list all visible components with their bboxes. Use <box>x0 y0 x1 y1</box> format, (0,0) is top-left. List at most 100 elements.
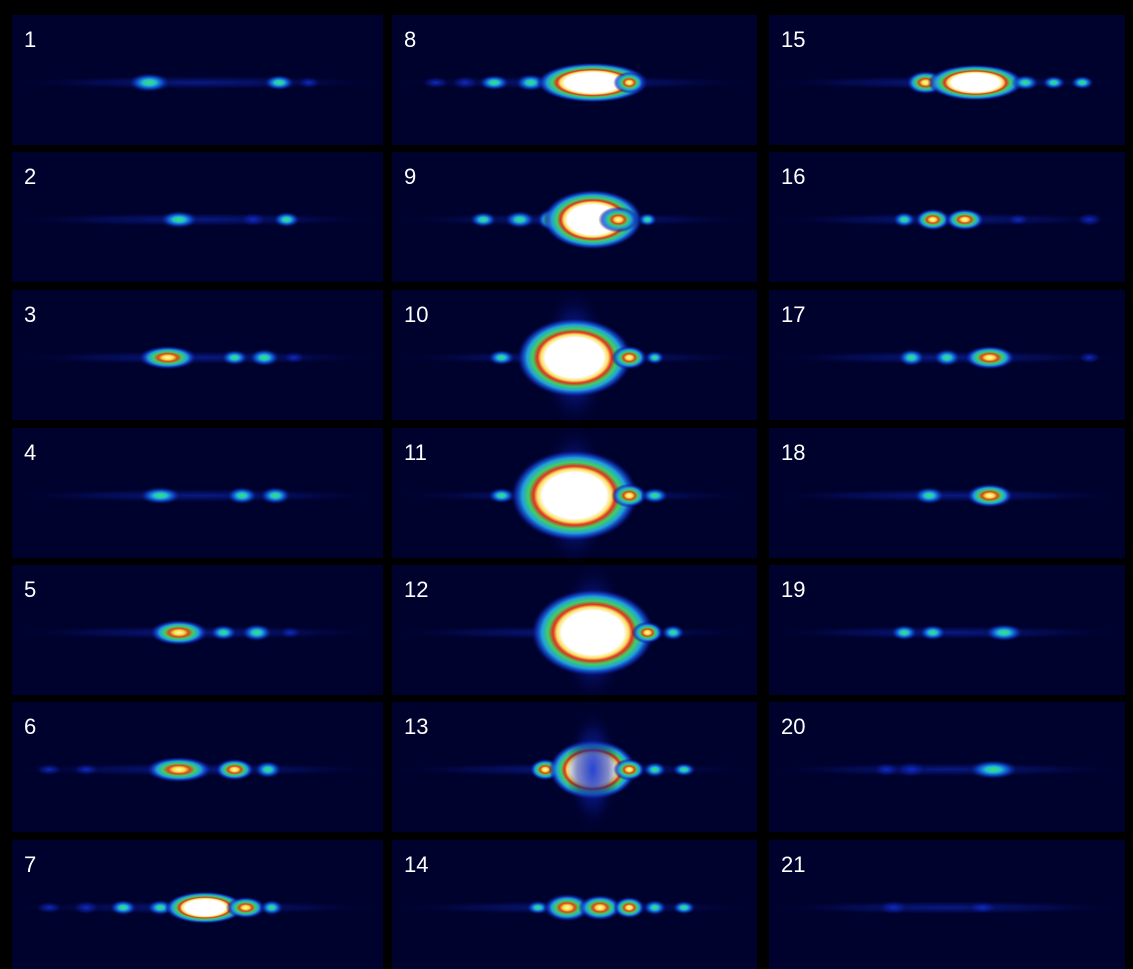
streak <box>769 488 1125 503</box>
signal-spot <box>542 189 643 250</box>
signal-spot <box>877 900 910 915</box>
signal-spot <box>35 901 64 914</box>
panel-label: 10 <box>404 302 428 327</box>
image-panel: 20 <box>769 702 1125 832</box>
signal-spot <box>72 763 101 776</box>
image-panel: 1 <box>12 15 383 145</box>
panel-label: 11 <box>404 440 427 465</box>
signal-spot <box>611 483 648 508</box>
image-panel: 18 <box>769 428 1125 558</box>
panel-label: 15 <box>781 27 805 52</box>
signal-spot <box>1075 212 1104 227</box>
panel-label: 12 <box>404 577 428 602</box>
signal-spot <box>530 588 655 677</box>
signal-spot <box>144 756 213 783</box>
streak <box>769 900 1125 915</box>
panel-label: 19 <box>781 577 805 602</box>
signal-spot <box>578 894 623 921</box>
signal-spot <box>644 350 665 365</box>
panel-label: 9 <box>404 164 416 189</box>
signal-spot <box>109 899 138 916</box>
image-panel: 15 <box>769 15 1125 145</box>
panel-label: 16 <box>781 164 805 189</box>
signal-spot <box>451 75 479 90</box>
signal-spot <box>918 624 947 641</box>
image-panel: 7 <box>12 840 383 969</box>
signal-spot <box>983 623 1024 642</box>
panel-label: 8 <box>404 27 416 52</box>
signal-spot <box>209 624 238 641</box>
signal-spot <box>226 486 259 505</box>
streak <box>12 488 383 503</box>
signal-spot <box>661 624 686 641</box>
signal-spot <box>1006 213 1031 226</box>
panel-label: 2 <box>24 164 36 189</box>
signal-spot <box>611 345 648 370</box>
signal-spot <box>225 896 266 919</box>
panel-label: 14 <box>404 852 428 877</box>
signal-spot <box>613 758 646 781</box>
signal-spot <box>239 212 268 227</box>
signal-spot <box>536 62 649 103</box>
signal-spot <box>272 211 301 228</box>
image-panel: 9 <box>392 152 757 282</box>
signal-spot <box>967 759 1020 780</box>
signal-spot <box>248 348 281 367</box>
image-panel: 17 <box>769 290 1125 420</box>
signal-spot <box>138 486 183 505</box>
signal-spot <box>914 208 951 231</box>
signal-spot <box>944 208 985 231</box>
image-panel: 19 <box>769 565 1125 695</box>
signal-spot <box>966 901 999 914</box>
signal-spot <box>487 487 516 504</box>
signal-spot <box>890 624 919 641</box>
image-panel: 12 <box>392 562 757 703</box>
signal-spot <box>642 899 667 916</box>
panel-label: 18 <box>781 440 805 465</box>
signal-spot <box>259 486 292 505</box>
signal-spot <box>148 619 209 646</box>
signal-spot <box>164 891 245 924</box>
image-panel: 3 <box>12 290 383 420</box>
streak <box>769 762 1125 777</box>
signal-spot <box>127 72 172 93</box>
streak <box>12 75 383 90</box>
signal-spot <box>566 709 619 830</box>
signal-spot <box>613 896 646 919</box>
signal-spot <box>278 626 303 639</box>
signal-spot <box>296 76 321 89</box>
signal-spot <box>672 762 696 777</box>
signal-spot <box>1077 351 1102 364</box>
signal-spot <box>913 486 946 505</box>
image-panel: 14 <box>392 840 757 969</box>
signal-spot <box>1041 75 1066 90</box>
signal-spot <box>478 74 511 91</box>
signal-spot <box>897 348 926 367</box>
panel-label: 6 <box>24 714 36 739</box>
panel-label: 21 <box>781 852 805 877</box>
panel-label: 5 <box>24 577 36 602</box>
signal-spot <box>672 900 696 915</box>
signal-spot <box>637 212 658 227</box>
signal-spot <box>487 349 516 366</box>
panel-label: 1 <box>24 27 36 52</box>
signal-spot <box>253 760 282 779</box>
signal-spot <box>933 348 961 367</box>
signal-spot <box>516 317 633 398</box>
signal-spot <box>421 76 450 89</box>
image-panel: 21 <box>769 840 1125 969</box>
signal-spot <box>72 900 101 915</box>
signal-spot <box>137 345 198 370</box>
signal-spot <box>613 71 646 94</box>
signal-spot <box>503 210 536 229</box>
signal-spot <box>543 893 592 922</box>
signal-spot <box>965 483 1014 508</box>
image-panel: 4 <box>12 428 383 558</box>
panel-label: 3 <box>24 302 36 327</box>
panel-label: 20 <box>781 714 805 739</box>
image-panel: 2 <box>12 152 383 282</box>
image-panel: 10 <box>392 287 757 428</box>
signal-spot <box>598 206 639 233</box>
